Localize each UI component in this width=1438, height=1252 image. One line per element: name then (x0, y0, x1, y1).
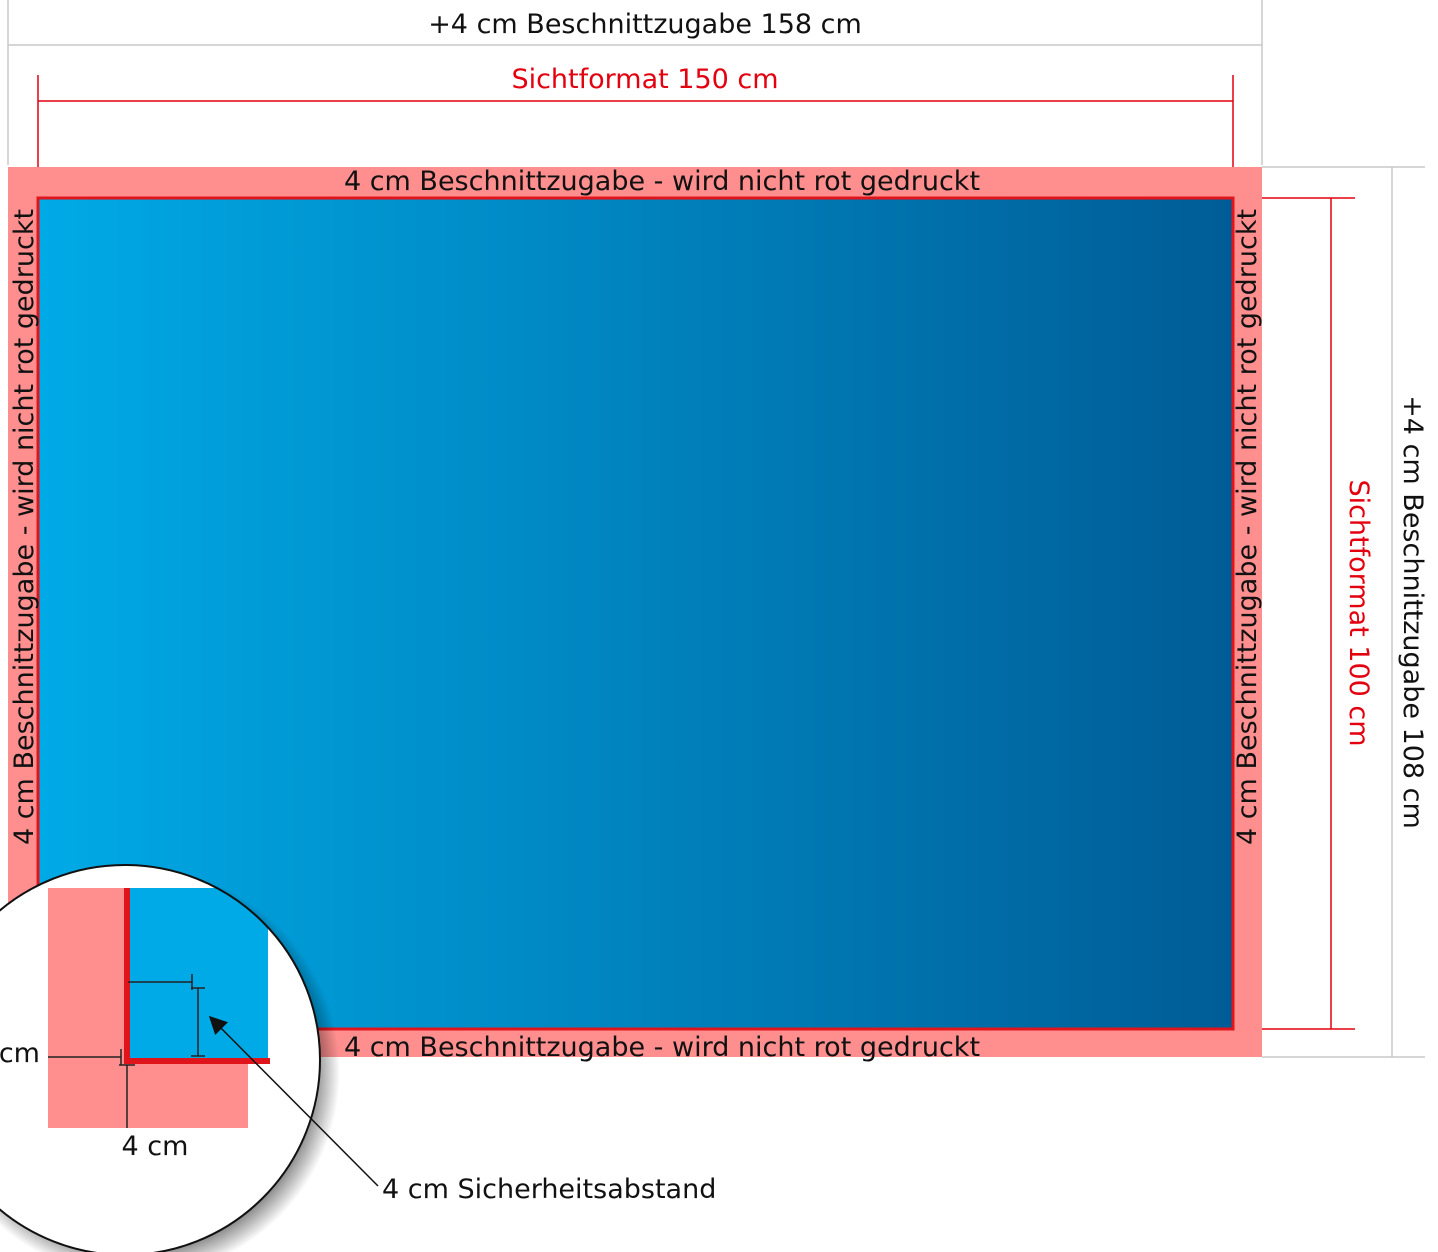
safety-margin-label: 4 cm Sicherheitsabstand (382, 1174, 716, 1205)
zoom-magnifier: 4 cm 4 cm (0, 864, 340, 1252)
visible-width-label: Sichtformat 150 cm (511, 64, 778, 95)
zoom-vertical-label: 4 cm (122, 1131, 189, 1162)
bleed-width-label: +4 cm Beschnittzugabe 158 cm (428, 9, 862, 40)
bleed-bottom-label: 4 cm Beschnittzugabe - wird nicht rot ge… (344, 1032, 980, 1063)
visible-artwork-area (36, 196, 1235, 1031)
visible-height-dimension: Sichtformat 100 cm (1255, 197, 1374, 1030)
safety-margin-callout: 4 cm Sicherheitsabstand (208, 1015, 716, 1205)
bleed-width-dimension: +4 cm Beschnittzugabe 158 cm (7, 0, 1263, 165)
bleed-height-dimension: +4 cm Beschnittzugabe 108 cm (1262, 166, 1428, 1058)
zoom-horizontal-label: 4 cm (0, 1038, 40, 1069)
bleed-height-label: +4 cm Beschnittzugabe 108 cm (1397, 395, 1428, 829)
bleed-top-label: 4 cm Beschnittzugabe - wird nicht rot ge… (344, 166, 980, 197)
bleed-right-label: 4 cm Beschnittzugabe - wird nicht rot ge… (1232, 209, 1263, 845)
visible-width-dimension: Sichtformat 150 cm (37, 64, 1234, 200)
bleed-left-label: 4 cm Beschnittzugabe - wird nicht rot ge… (9, 209, 40, 845)
visible-height-label: Sichtformat 100 cm (1343, 479, 1374, 746)
zoom-border (0, 864, 321, 1252)
